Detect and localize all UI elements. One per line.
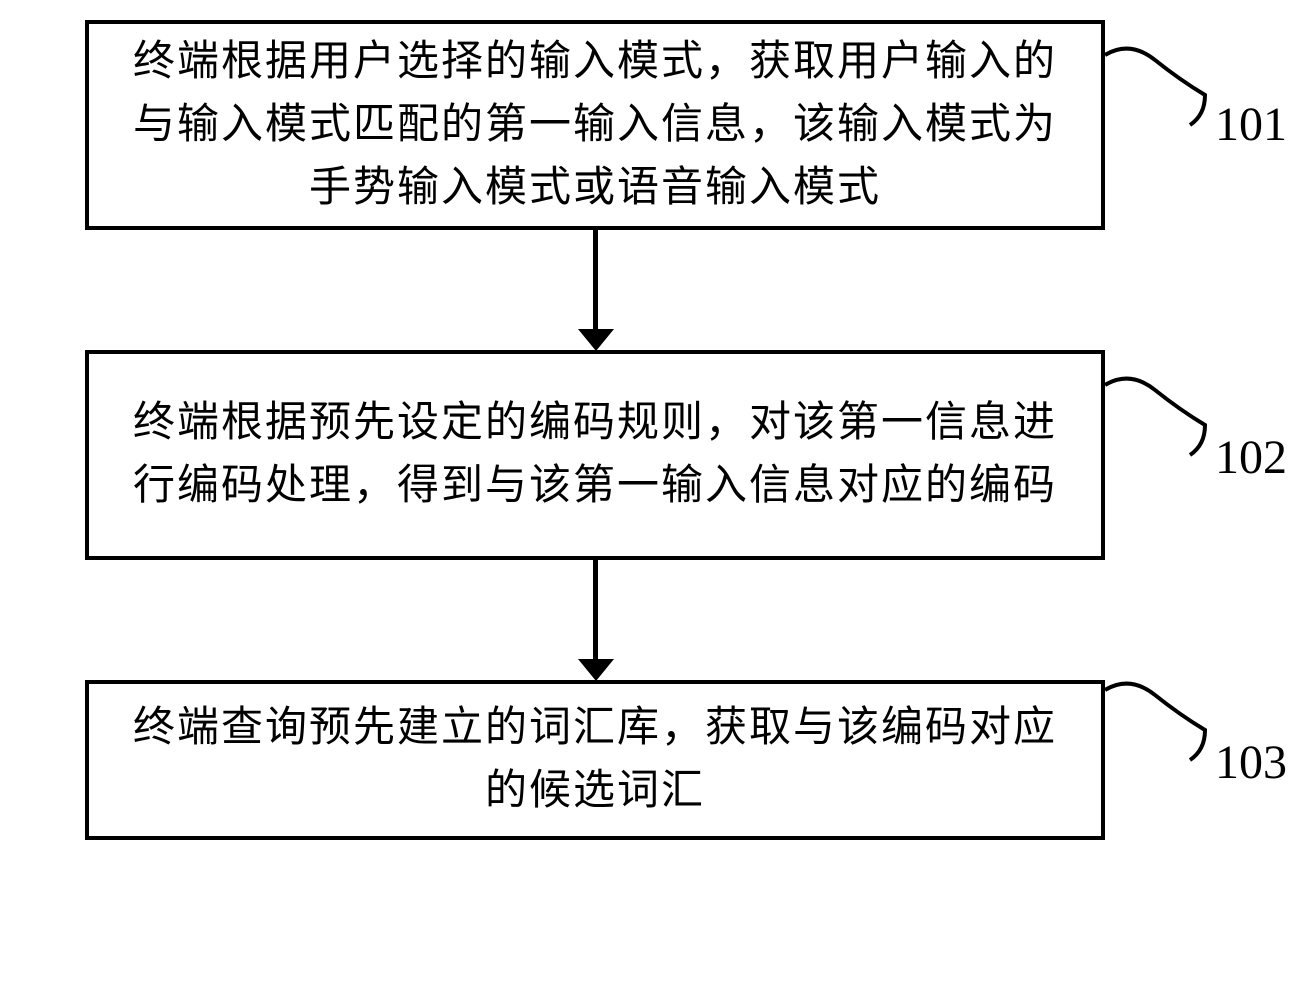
- connector-curve-103: [1105, 675, 1215, 775]
- step-label-101: 101: [1215, 97, 1287, 152]
- connector-curve-102: [1105, 370, 1215, 470]
- step-text: 终端根据用户选择的输入模式，获取用户输入的与输入模式匹配的第一输入信息，该输入模…: [119, 31, 1071, 220]
- step-label-102: 102: [1215, 430, 1287, 485]
- arrow-head-101-102: [578, 329, 614, 351]
- step-label-103: 103: [1215, 735, 1287, 790]
- flowchart-step-102: 终端根据预先设定的编码规则，对该第一信息进行编码处理，得到与该第一输入信息对应的…: [85, 350, 1105, 560]
- arrow-102-103: [593, 560, 598, 662]
- arrow-head-102-103: [578, 659, 614, 681]
- step-text: 终端查询预先建立的词汇库，获取与该编码对应的候选词汇: [119, 697, 1071, 823]
- connector-curve-101: [1105, 40, 1215, 140]
- flowchart-step-101: 终端根据用户选择的输入模式，获取用户输入的与输入模式匹配的第一输入信息，该输入模…: [85, 20, 1105, 230]
- arrow-101-102: [593, 230, 598, 332]
- flowchart-step-103: 终端查询预先建立的词汇库，获取与该编码对应的候选词汇: [85, 680, 1105, 840]
- step-text: 终端根据预先设定的编码规则，对该第一信息进行编码处理，得到与该第一输入信息对应的…: [119, 392, 1071, 518]
